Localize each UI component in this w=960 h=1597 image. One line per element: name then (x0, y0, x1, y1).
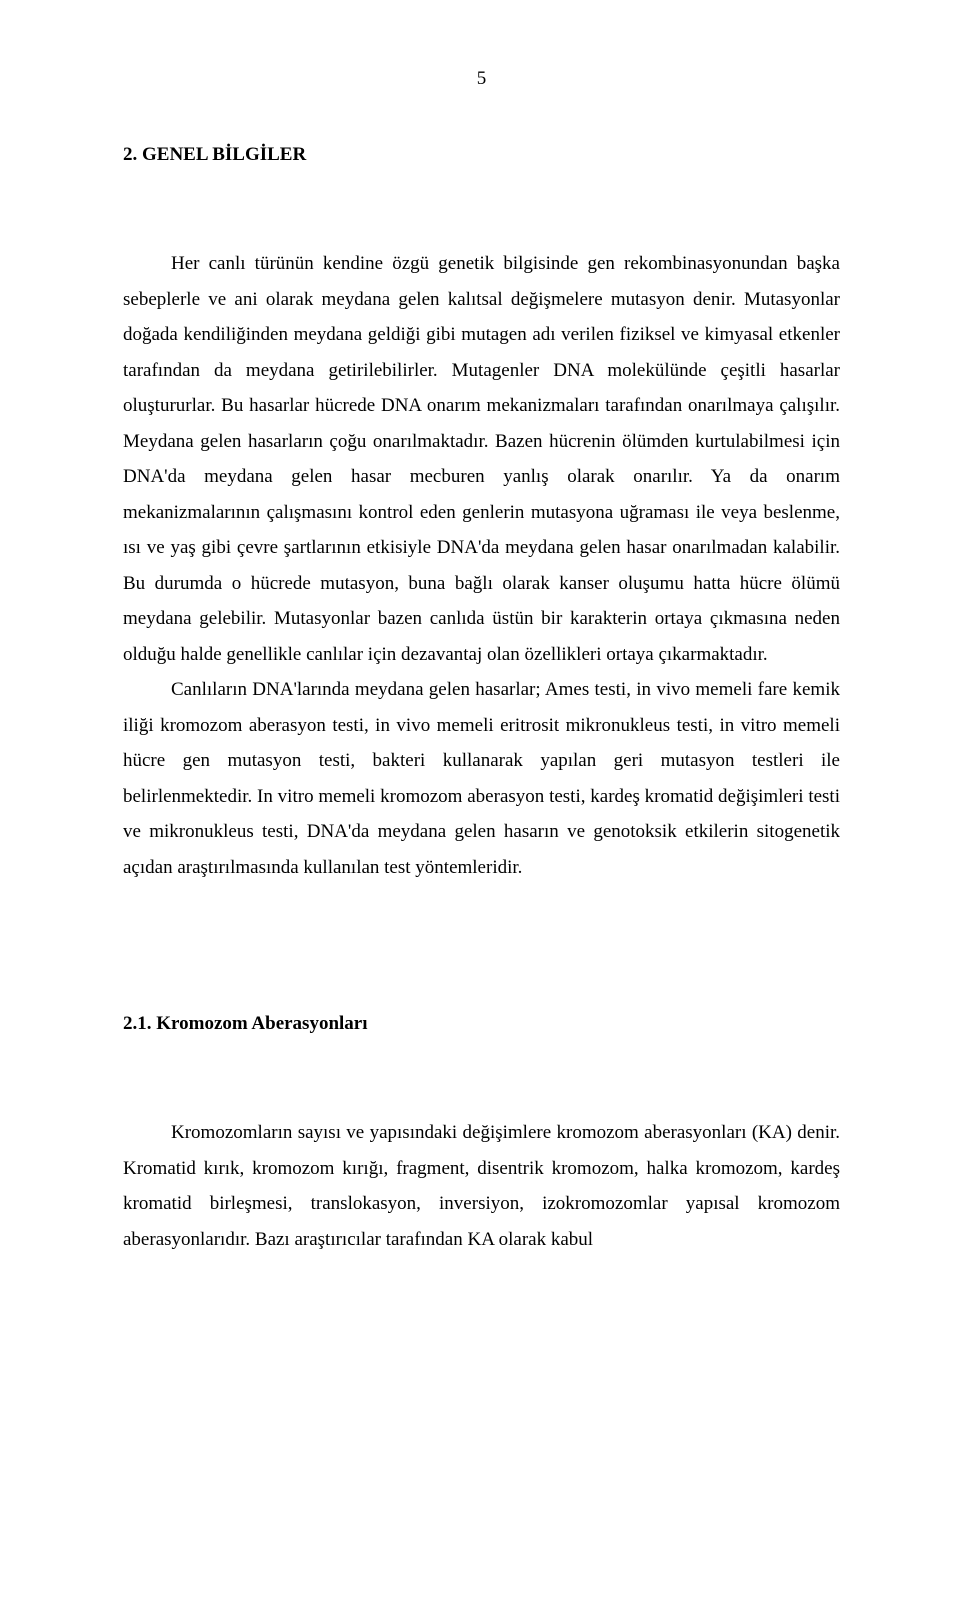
body-paragraph-1: Her canlı türünün kendine özgü genetik b… (123, 246, 840, 672)
page-number: 5 (123, 68, 840, 90)
sub-heading-kromozom-aberasyonlari: 2.1. Kromozom Aberasyonları (123, 1013, 840, 1035)
body-paragraph-3: Kromozomların sayısı ve yapısındaki deği… (123, 1115, 840, 1257)
document-page: 5 2. GENEL BİLGİLER Her canlı türünün ke… (0, 0, 960, 1597)
section-heading-genel-bilgiler: 2. GENEL BİLGİLER (123, 144, 840, 166)
body-paragraph-2: Canlıların DNA'larında meydana gelen has… (123, 672, 840, 885)
